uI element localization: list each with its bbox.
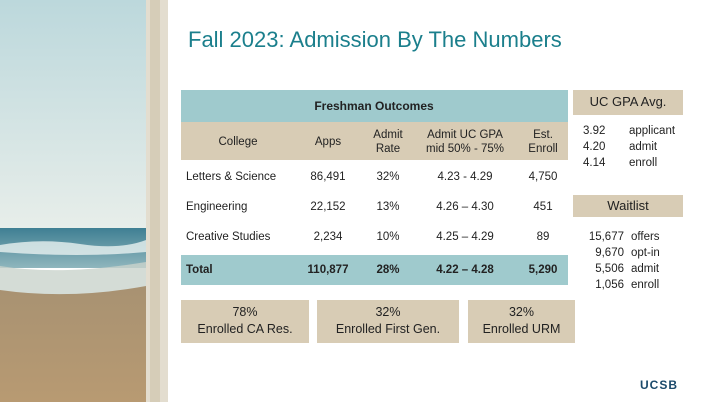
- gpa-value: 4.20: [583, 141, 606, 153]
- table-cell: 86,491: [310, 171, 346, 183]
- table-header-bar: [181, 122, 568, 160]
- table-title: Freshman Outcomes: [314, 99, 434, 113]
- table-cell: 10%: [376, 231, 400, 243]
- table-cell: Letters & Science: [186, 171, 277, 183]
- gpa-value: 4.14: [583, 157, 606, 169]
- total-cell: 5,290: [528, 264, 558, 276]
- waitlist-label: enroll: [631, 279, 660, 291]
- waitlist-label: admit: [631, 263, 660, 275]
- stat-box: [317, 300, 459, 343]
- table-cell: 4,750: [528, 171, 558, 183]
- total-cell: 110,877: [307, 264, 349, 276]
- gpa-value: 3.92: [583, 125, 606, 137]
- table-cell: 4.23 - 4.29: [437, 171, 493, 183]
- column-header: Apps: [314, 136, 342, 148]
- column-header: Admit UC GPA: [427, 129, 503, 141]
- waitlist-title-bar: [573, 195, 683, 217]
- stat-label: Enrolled URM: [482, 322, 561, 336]
- total-cell: 28%: [376, 264, 400, 276]
- logo: UCSB: [640, 378, 679, 392]
- waitlist-value: 1,056: [595, 279, 624, 291]
- column-header: Est.: [533, 129, 553, 141]
- gpa-title-bar: [573, 90, 683, 115]
- waitlist-value: 15,677: [588, 231, 624, 243]
- waitlist-value: 9,670: [595, 247, 624, 259]
- column-header: mid 50% - 75%: [426, 143, 504, 155]
- stat-box: [468, 300, 575, 343]
- stat-label: Enrolled CA Res.: [197, 322, 293, 336]
- table-total-bar: [181, 255, 568, 285]
- table-cell: Creative Studies: [186, 231, 271, 243]
- gpa-label: admit: [629, 141, 658, 153]
- table-cell: 2,234: [313, 231, 343, 243]
- total-cell: Total: [186, 264, 213, 276]
- stat-label: Enrolled First Gen.: [335, 322, 441, 336]
- table-cell: 13%: [376, 201, 400, 213]
- table-cell: 451: [533, 201, 553, 213]
- stat-value: 78%: [232, 305, 258, 319]
- stat-box: [181, 300, 309, 343]
- column-header: Enroll: [528, 143, 558, 155]
- table-cell: 4.25 – 4.29: [436, 231, 494, 243]
- column-header: Admit: [373, 129, 403, 141]
- waitlist-title: Waitlist: [607, 198, 649, 213]
- table-cell: 22,152: [310, 201, 346, 213]
- column-header: College: [218, 136, 258, 148]
- slide-title: Fall 2023: Admission By The Numbers: [188, 27, 562, 52]
- gpa-label: enroll: [629, 157, 658, 169]
- table-cell: 32%: [376, 171, 400, 183]
- waitlist-label: opt-in: [631, 247, 660, 259]
- gpa-title: UC GPA Avg.: [589, 94, 667, 109]
- column-header: Rate: [375, 143, 401, 155]
- table-cell: 4.26 – 4.30: [436, 201, 494, 213]
- waitlist-value: 5,506: [595, 263, 624, 275]
- table-title-bar: [181, 90, 568, 122]
- waitlist-label: offers: [631, 231, 660, 243]
- table-cell: 89: [536, 231, 550, 243]
- stat-value: 32%: [508, 305, 535, 319]
- stat-value: 32%: [375, 305, 401, 319]
- table-cell: Engineering: [186, 201, 248, 213]
- gpa-label: applicant: [629, 125, 676, 137]
- beach-image: [0, 0, 168, 402]
- total-cell: 4.22 – 4.28: [436, 264, 494, 276]
